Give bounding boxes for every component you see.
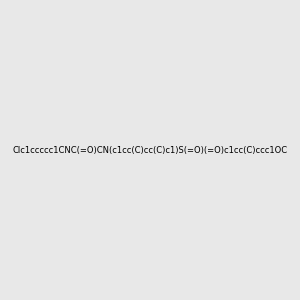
Text: Clc1ccccc1CNC(=O)CN(c1cc(C)cc(C)c1)S(=O)(=O)c1cc(C)ccc1OC: Clc1ccccc1CNC(=O)CN(c1cc(C)cc(C)c1)S(=O)…: [12, 146, 288, 154]
